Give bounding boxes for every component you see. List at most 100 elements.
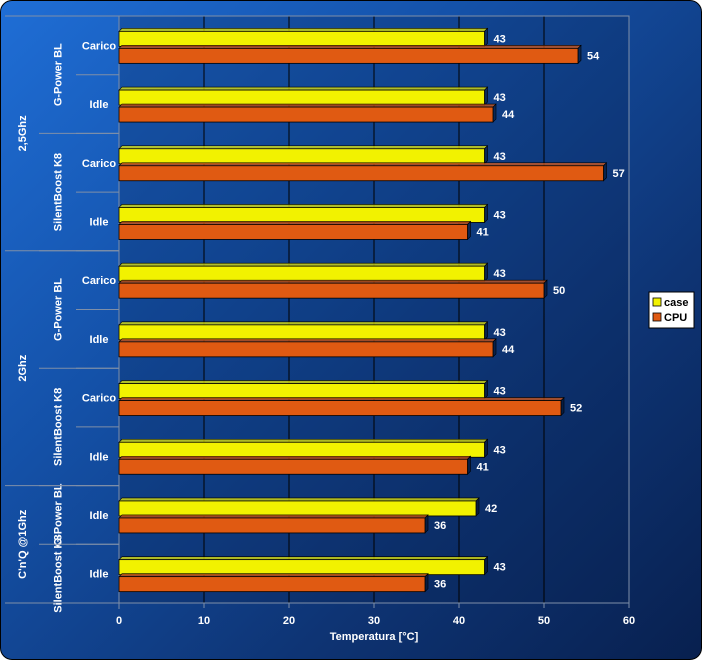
group-label: 2Ghz [17,354,29,381]
subgroup-label: SilentBoost K8 [53,535,65,613]
bar-cpu-face [118,47,579,64]
group-label: C'n'Q @1Ghz [17,509,29,579]
bar-cpu-face [118,576,426,593]
subgroup-label: G-Power BL [53,483,65,546]
bar-case-top [118,86,489,91]
x-tick-label: 40 [453,615,465,627]
x-tick-label: 20 [283,615,295,627]
bar-cpu-face [118,282,545,299]
x-tick-label: 10 [198,615,210,627]
subgroup-label: G-Power BL [53,43,65,106]
bar-case [118,86,489,106]
bar-cpu [118,396,565,417]
bar-case-side [484,438,488,458]
x-tick-label: 0 [116,615,122,627]
data-label: 36 [434,520,446,532]
data-label: 43 [494,151,506,163]
bar-cpu-side [424,514,429,534]
group-label: 2,5Ghz [17,115,29,152]
bar-case-top [118,204,489,208]
bar-cpu-side [467,455,471,475]
bar-cpu-top [118,455,472,460]
row-label: Carico [82,275,117,287]
bar-cpu-side [467,220,471,241]
data-label: 41 [477,226,489,238]
legend-swatch-cpu [652,312,662,322]
data-label: 43 [494,33,506,45]
data-label: 43 [494,327,506,339]
bar-cpu-face [118,458,468,475]
bar-cpu [118,103,497,123]
bar-cpu-top [118,103,497,108]
row-label: Idle [90,216,109,228]
bar-cpu-face [118,224,468,240]
bar-cpu [118,279,548,299]
bar-case-side [484,555,488,576]
data-label: 36 [434,579,446,591]
bar-cpu [118,572,429,593]
row-label: Idle [90,334,109,346]
bar-cpu-side [577,44,582,65]
bar-cpu-side [424,572,429,593]
data-label: 54 [587,50,600,62]
data-label: 43 [494,92,506,104]
bar-case [118,262,489,282]
bar-case-face [118,89,485,106]
bar-cpu-top [118,397,565,401]
row-label: Idle [90,569,109,581]
subgroup-label: SilentBoost K8 [53,388,65,466]
bar-cpu-face [118,341,494,358]
bar-case-side [484,262,488,282]
bar-cpu-side [560,396,565,417]
bar-cpu [118,162,608,182]
row-label: Carico [82,393,117,405]
data-label: 43 [494,209,506,221]
data-label: 44 [502,109,515,121]
bar-case-side [484,379,488,400]
data-label: 42 [485,503,497,515]
bar-case-top [118,321,489,326]
bar-cpu-top [118,338,497,343]
bar-case [118,27,489,48]
row-label: Carico [82,158,117,170]
bar-cpu-top [118,573,429,577]
bar-case-side [475,497,480,517]
bar-case-side [484,203,488,224]
data-label: 50 [553,285,565,297]
x-tick-label: 60 [623,615,635,627]
bar-case-top [118,380,489,384]
bar-case [118,438,489,458]
bar-case-top [118,497,480,502]
bar-case-face [118,383,485,399]
subgroup-label: SilentBoost K8 [53,153,65,231]
bar-case [118,379,489,400]
bar-case [118,497,480,517]
data-label: 57 [613,168,625,180]
legend-label-case: case [664,297,688,309]
data-label: 43 [494,268,506,280]
bar-cpu-top [118,279,548,284]
bar-case-side [484,86,488,106]
row-label: Idle [90,99,109,111]
bar-case-face [118,30,485,47]
bar-cpu-top [118,221,472,225]
x-tick-label: 50 [538,615,550,627]
x-tick-label: 30 [368,615,380,627]
bar-cpu [118,44,582,65]
bar-cpu-side [492,103,497,123]
data-label: 43 [494,444,506,456]
bar-cpu-side [603,162,607,182]
data-label: 44 [502,344,515,356]
bar-case-top [118,438,489,443]
bar-cpu [118,338,497,358]
row-label: Idle [90,451,109,463]
bar-cpu-top [118,45,582,49]
bar-case-top [118,28,489,32]
row-label: Idle [90,510,109,522]
bar-cpu-side [492,338,497,358]
legend-swatch-case [652,297,662,307]
data-label: 43 [494,386,506,398]
bar-case [118,203,489,224]
